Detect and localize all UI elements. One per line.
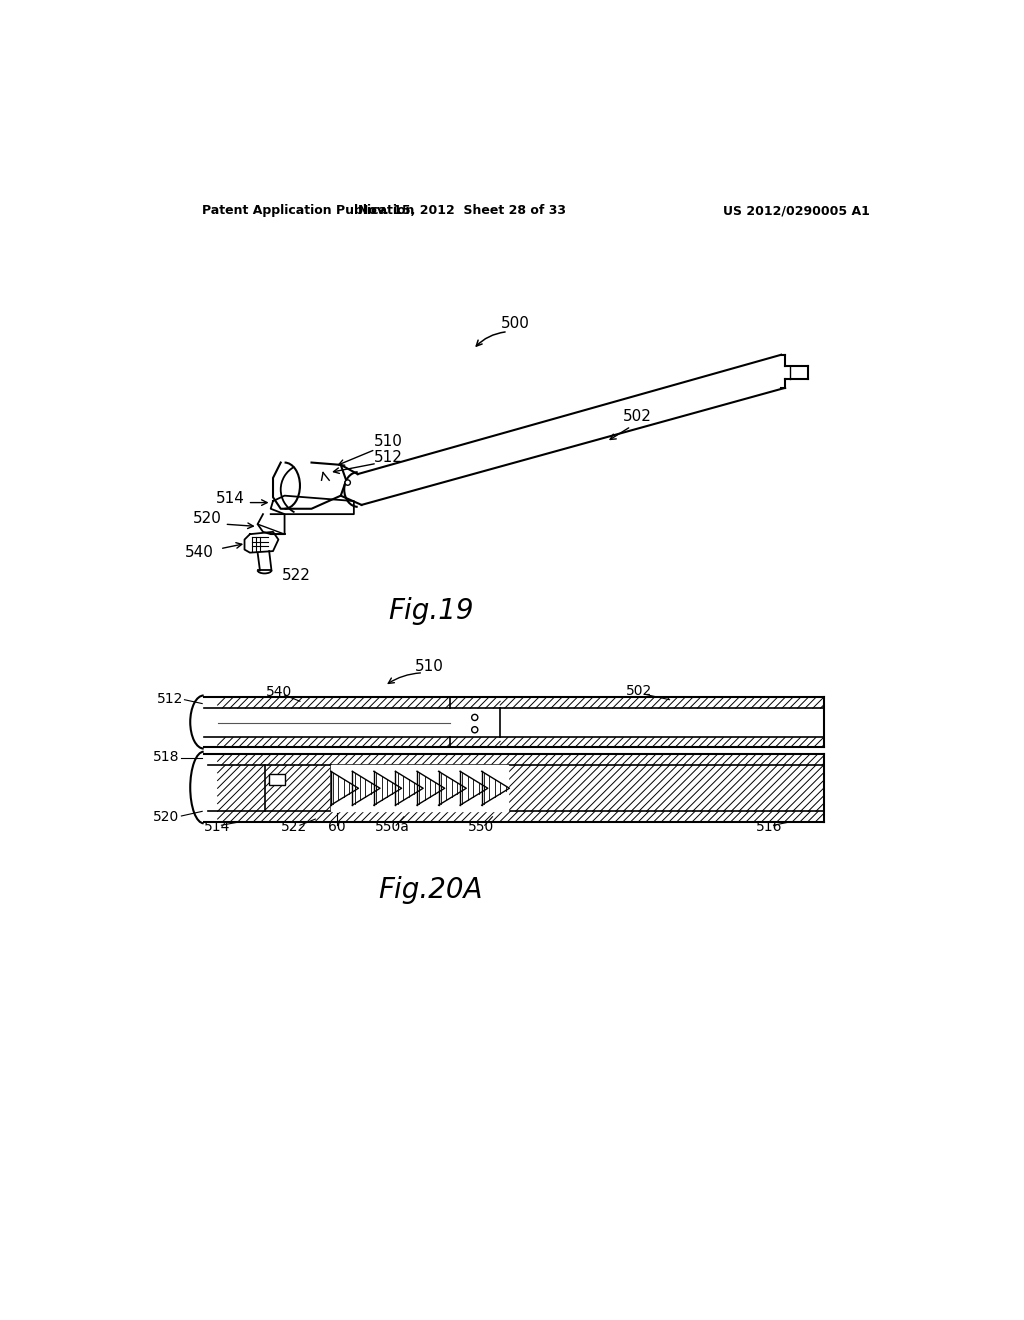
Text: 520: 520 xyxy=(153,809,179,824)
Text: 522: 522 xyxy=(281,820,307,834)
Bar xyxy=(331,766,508,812)
Circle shape xyxy=(345,480,350,486)
Text: 60: 60 xyxy=(328,820,346,834)
Text: Nov. 15, 2012  Sheet 28 of 33: Nov. 15, 2012 Sheet 28 of 33 xyxy=(357,205,565,218)
Text: 550: 550 xyxy=(468,820,494,834)
Text: 510: 510 xyxy=(374,434,402,449)
Text: 520: 520 xyxy=(193,511,221,527)
Text: Fig.20A: Fig.20A xyxy=(379,876,483,904)
Circle shape xyxy=(472,714,478,721)
Text: 514: 514 xyxy=(216,491,245,507)
Text: Patent Application Publication: Patent Application Publication xyxy=(202,205,415,218)
Text: 500: 500 xyxy=(501,317,530,331)
Text: 514: 514 xyxy=(205,820,230,834)
Text: 512: 512 xyxy=(157,692,183,706)
Text: 518: 518 xyxy=(153,751,179,764)
Bar xyxy=(269,775,285,785)
Text: Fig.19: Fig.19 xyxy=(388,597,474,626)
Circle shape xyxy=(472,726,478,733)
Text: 540: 540 xyxy=(185,545,214,560)
Text: 512: 512 xyxy=(374,450,402,465)
Text: 510: 510 xyxy=(415,659,443,675)
Text: US 2012/0290005 A1: US 2012/0290005 A1 xyxy=(724,205,870,218)
Text: 516: 516 xyxy=(757,820,783,834)
Text: 502: 502 xyxy=(626,684,652,698)
Text: 522: 522 xyxy=(282,568,310,583)
Text: 550a: 550a xyxy=(375,820,410,834)
Text: 502: 502 xyxy=(623,409,651,424)
Text: 540: 540 xyxy=(266,685,292,700)
